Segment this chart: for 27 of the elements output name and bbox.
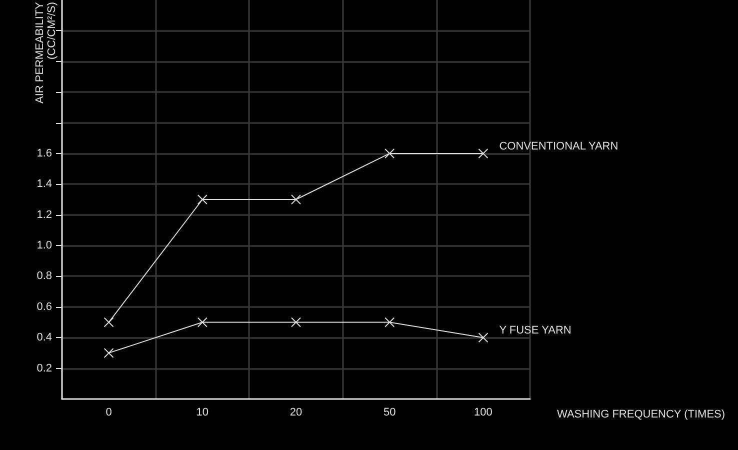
y-tick-label: 1.0 <box>36 240 52 252</box>
point <box>104 348 114 358</box>
x-tick-label: 20 <box>290 406 302 418</box>
x-tick-label: 100 <box>474 406 492 418</box>
y-tick-label: 1.4 <box>36 178 52 190</box>
point <box>197 194 208 204</box>
point <box>478 332 488 343</box>
point <box>384 148 395 158</box>
point <box>197 317 208 328</box>
x-axis-title: WASHING FREQUENCY (TIMES) <box>557 408 726 420</box>
series-label: CONVENTIONAL YARN <box>499 140 618 152</box>
point <box>384 317 395 328</box>
series-label: Y FUSE YARN <box>499 324 572 337</box>
x-tick-label: 50 <box>383 406 396 418</box>
point <box>291 194 301 204</box>
y-tick-label: 0.2 <box>36 362 52 374</box>
x-tick-label: 10 <box>196 406 209 418</box>
point <box>478 148 488 158</box>
y-tick-label: 0.6 <box>36 300 52 313</box>
y-tick-label: 0.4 <box>36 332 52 344</box>
x-tick-label: 0 <box>106 406 112 418</box>
y-tick-label: 1.2 <box>36 208 52 221</box>
point <box>104 317 114 328</box>
y-tick-label: 0.8 <box>36 270 52 282</box>
point <box>291 317 301 328</box>
y-tick-label: 1.6 <box>36 147 52 160</box>
y-axis-title: AIR PERMEABILITY (CC/CM²/S) <box>34 1 58 104</box>
